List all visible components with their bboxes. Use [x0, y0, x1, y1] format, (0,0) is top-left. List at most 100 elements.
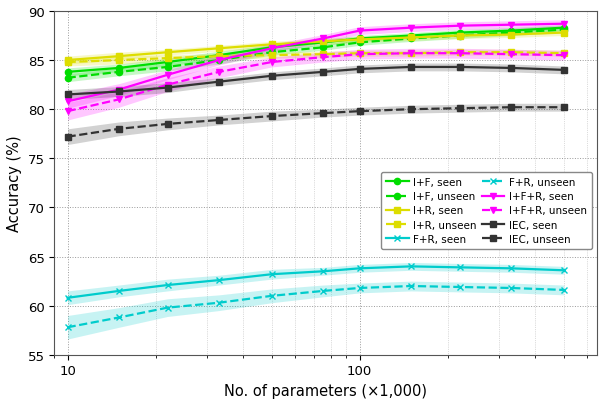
Line: I+F+R, unseen: I+F+R, unseen [65, 51, 567, 115]
IEC, seen [356, 67, 363, 72]
I+R, seen [356, 38, 363, 43]
l+R, unseen [115, 58, 123, 63]
IEC, unseen [507, 106, 515, 111]
I+F+R, seen [64, 100, 71, 104]
IEC, seen [164, 86, 171, 91]
X-axis label: No. of parameters (×1,000): No. of parameters (×1,000) [224, 383, 427, 398]
IEC, seen [456, 65, 463, 70]
I+F, seen [115, 66, 123, 71]
l+R, unseen [320, 53, 327, 58]
l+R, unseen [268, 53, 275, 58]
F+R, unseen [507, 286, 515, 291]
I+F, unseen [507, 31, 515, 36]
F+R, seen [216, 278, 223, 283]
IEC, unseen [560, 106, 567, 111]
F+R, unseen [64, 325, 71, 330]
I+R, seen [456, 34, 463, 39]
F+R, unseen [560, 288, 567, 293]
Line: IEC, unseen: IEC, unseen [65, 105, 567, 141]
F+R, unseen [356, 286, 363, 291]
Line: I+F, seen: I+F, seen [65, 26, 567, 76]
IEC, unseen [216, 118, 223, 123]
F+R, seen [64, 296, 71, 301]
I+F+R, seen [456, 24, 463, 29]
IEC, unseen [268, 114, 275, 119]
IEC, unseen [164, 122, 171, 127]
I+F, unseen [268, 51, 275, 55]
I+F, seen [507, 29, 515, 34]
I+F, unseen [408, 37, 415, 42]
I+F+R, unseen [456, 51, 463, 56]
I+F+R, unseen [164, 83, 171, 88]
Line: IEC, seen: IEC, seen [65, 65, 567, 98]
F+R, seen [356, 266, 363, 271]
l+R, unseen [560, 51, 567, 56]
l+R, unseen [216, 55, 223, 60]
l+R, unseen [507, 51, 515, 55]
F+R, unseen [268, 294, 275, 298]
I+R, seen [507, 33, 515, 38]
IEC, seen [507, 66, 515, 71]
I+F+R, unseen [268, 60, 275, 65]
I+F+R, seen [216, 58, 223, 63]
I+R, seen [320, 40, 327, 45]
I+F, unseen [216, 58, 223, 63]
IEC, seen [408, 65, 415, 70]
IEC, unseen [64, 135, 71, 140]
I+F, seen [268, 46, 275, 51]
F+R, unseen [115, 315, 123, 320]
IEC, seen [268, 74, 275, 79]
F+R, seen [456, 265, 463, 270]
I+F+R, unseen [320, 55, 327, 60]
IEC, seen [216, 80, 223, 85]
IEC, unseen [320, 111, 327, 116]
l+R, unseen [408, 51, 415, 56]
IEC, unseen [456, 107, 463, 111]
Legend: I+F, seen, I+F, unseen, I+R, seen, l+R, unseen, F+R, seen, F+R, unseen, I+F+R, s: I+F, seen, I+F, unseen, I+R, seen, l+R, … [381, 173, 592, 249]
Y-axis label: Accuracy (%): Accuracy (%) [7, 135, 22, 232]
IEC, seen [320, 70, 327, 75]
I+F, unseen [456, 34, 463, 39]
Line: F+R, unseen: F+R, unseen [65, 283, 567, 330]
F+R, seen [507, 266, 515, 271]
I+R, seen [216, 47, 223, 51]
I+F, seen [356, 37, 363, 42]
I+F, unseen [164, 65, 171, 70]
I+F+R, unseen [216, 70, 223, 75]
F+R, seen [164, 283, 171, 288]
IEC, unseen [115, 127, 123, 132]
I+F+R, seen [164, 73, 171, 78]
F+R, unseen [216, 301, 223, 305]
I+R, seen [115, 55, 123, 60]
I+F+R, unseen [560, 53, 567, 58]
I+R, seen [560, 31, 567, 36]
Line: F+R, seen: F+R, seen [65, 264, 567, 301]
Line: I+F, unseen: I+F, unseen [65, 28, 567, 82]
I+F, unseen [320, 46, 327, 51]
F+R, seen [268, 272, 275, 277]
I+F, seen [64, 70, 71, 75]
F+R, seen [115, 289, 123, 294]
I+F+R, unseen [356, 53, 363, 58]
I+F, seen [560, 26, 567, 31]
IEC, unseen [408, 107, 415, 112]
I+F, seen [216, 53, 223, 58]
I+F, unseen [356, 41, 363, 46]
F+R, unseen [456, 285, 463, 290]
l+R, unseen [356, 51, 363, 56]
I+F+R, unseen [115, 98, 123, 102]
IEC, seen [560, 68, 567, 73]
I+R, seen [408, 36, 415, 41]
I+F, unseen [115, 70, 123, 75]
Line: I+R, seen: I+R, seen [65, 30, 567, 64]
F+R, seen [408, 264, 415, 269]
I+F, unseen [64, 76, 71, 81]
F+R, seen [560, 268, 567, 273]
l+R, unseen [164, 57, 171, 62]
IEC, seen [115, 90, 123, 95]
I+F+R, seen [507, 23, 515, 28]
I+F, seen [408, 34, 415, 39]
I+F+R, unseen [507, 53, 515, 58]
I+F, unseen [560, 28, 567, 33]
I+F+R, seen [268, 47, 275, 51]
